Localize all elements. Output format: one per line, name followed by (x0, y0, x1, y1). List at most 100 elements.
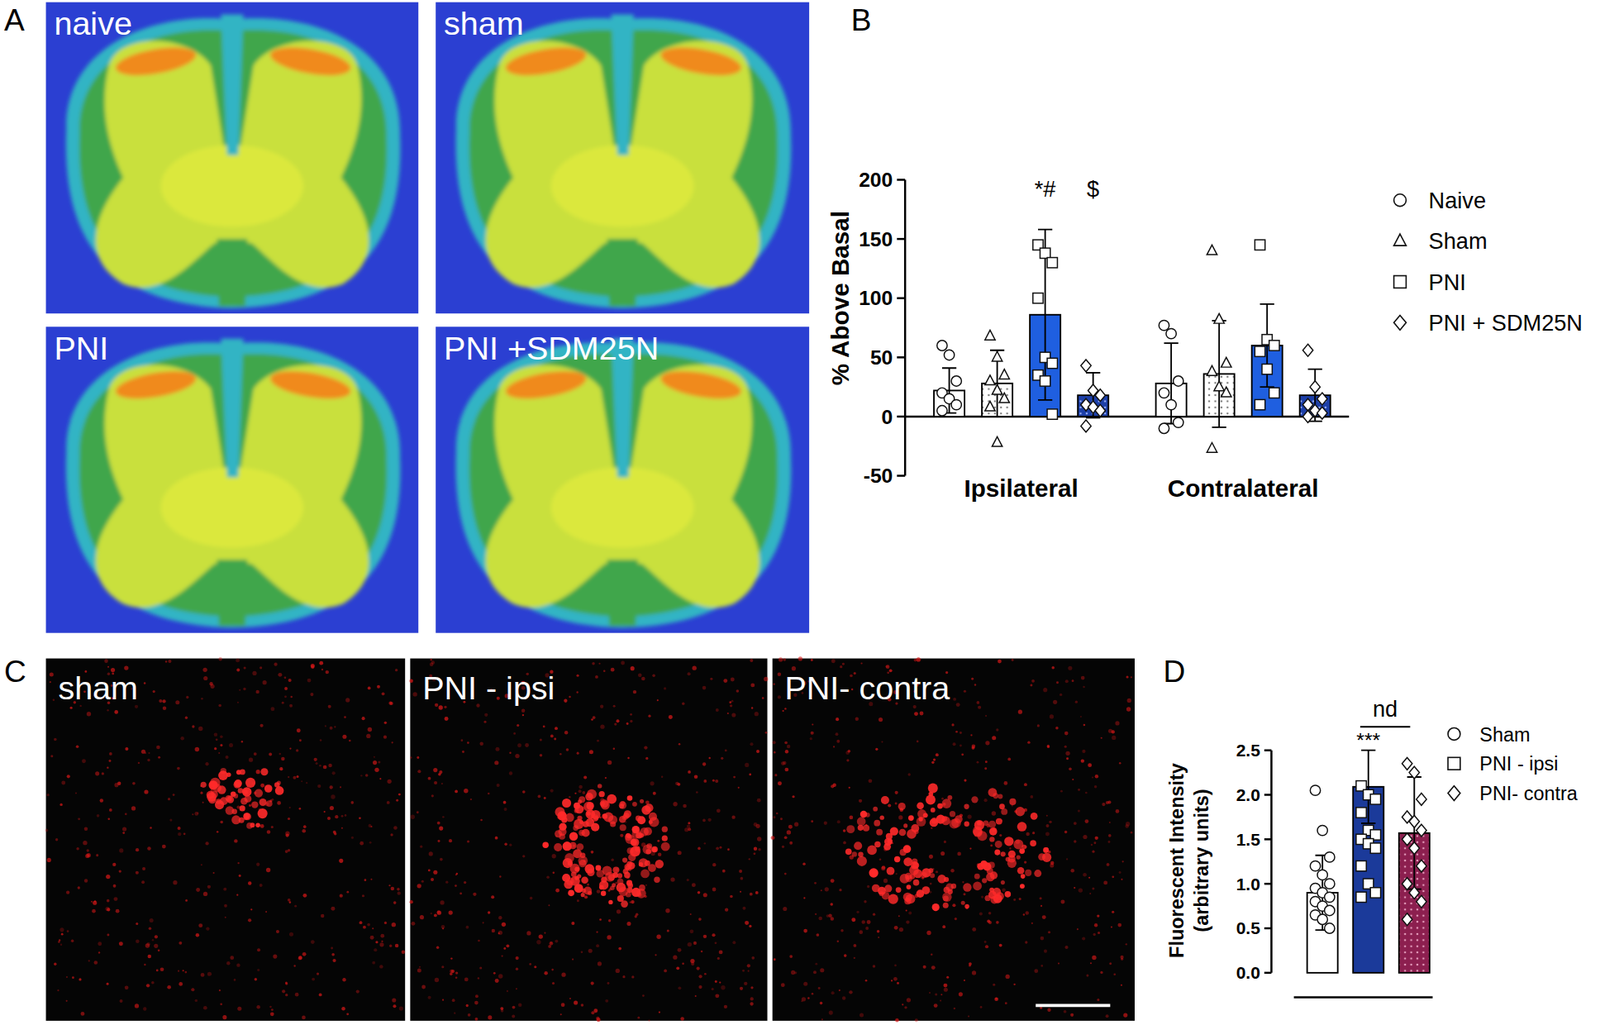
puncta (835, 732, 839, 736)
puncta (90, 900, 93, 903)
puncta (657, 699, 659, 701)
puncta (324, 724, 327, 727)
puncta (552, 981, 555, 985)
puncta (1071, 778, 1074, 781)
puncta (288, 678, 292, 682)
dorsal-horn (113, 366, 198, 405)
puncta (284, 695, 287, 698)
puncta (504, 842, 507, 845)
puncta (301, 1015, 306, 1020)
image-label: PNI (53, 329, 109, 367)
puncta (106, 982, 110, 986)
puncta (748, 773, 752, 777)
puncta (956, 702, 961, 707)
puncta (518, 1003, 522, 1007)
puncta (409, 678, 413, 682)
puncta (293, 964, 296, 967)
puncta (1019, 883, 1025, 889)
puncta (113, 884, 117, 888)
puncta (454, 884, 458, 887)
legend-marker (1447, 728, 1461, 741)
puncta (1008, 850, 1016, 858)
puncta (709, 677, 713, 681)
data-point (1409, 842, 1420, 855)
puncta (782, 657, 786, 662)
puncta (119, 869, 122, 872)
error-cap (942, 366, 957, 369)
puncta (112, 862, 116, 867)
puncta (985, 760, 988, 763)
data-point (1261, 363, 1272, 374)
puncta (953, 1007, 956, 1010)
puncta (206, 790, 215, 800)
puncta (899, 828, 907, 837)
legend-label: PNI- contra (1479, 782, 1578, 805)
puncta (1094, 923, 1098, 927)
puncta (1093, 933, 1096, 936)
puncta (439, 900, 444, 905)
puncta (643, 827, 653, 836)
puncta (950, 868, 955, 873)
puncta (846, 824, 855, 834)
puncta (1013, 898, 1016, 901)
puncta (539, 738, 543, 741)
puncta (228, 742, 234, 748)
puncta (995, 818, 1003, 825)
puncta (608, 900, 613, 905)
puncta (596, 739, 600, 743)
puncta (1111, 875, 1115, 878)
puncta (588, 948, 593, 953)
puncta (1064, 945, 1068, 949)
error-cap (1212, 426, 1227, 429)
plot-area (1307, 750, 1430, 973)
puncta (561, 1002, 566, 1007)
puncta (658, 1010, 661, 1013)
data-point (1214, 313, 1224, 324)
puncta (50, 754, 53, 758)
puncta (334, 814, 339, 819)
puncta (602, 813, 608, 819)
puncta (276, 800, 281, 805)
red-puncta (771, 656, 1134, 1022)
puncta (568, 695, 571, 698)
data-point (1269, 387, 1280, 398)
puncta (303, 824, 307, 829)
puncta (943, 987, 948, 992)
puncta (255, 822, 261, 828)
puncta (855, 717, 859, 721)
puncta (908, 814, 915, 821)
puncta (708, 818, 712, 822)
puncta (974, 683, 977, 686)
puncta (484, 713, 488, 717)
puncta (463, 788, 468, 793)
puncta (1120, 984, 1123, 986)
puncta (1063, 1009, 1067, 1014)
puncta (157, 756, 161, 759)
puncta (259, 723, 263, 728)
puncta (203, 1005, 208, 1010)
puncta (1066, 857, 1068, 860)
puncta (417, 968, 422, 973)
puncta (596, 889, 601, 894)
puncta (676, 966, 680, 970)
puncta (661, 776, 663, 778)
data-point (1095, 404, 1105, 417)
heatmap-image: sham (435, 2, 810, 315)
puncta (910, 861, 920, 870)
chart-b: -50050100150200% Above BasalIpsilateralC… (826, 168, 1583, 502)
puncta (711, 987, 715, 991)
puncta (630, 838, 639, 847)
puncta (47, 857, 52, 862)
puncta (237, 861, 239, 864)
puncta (236, 894, 239, 896)
puncta (455, 976, 458, 979)
puncta (1108, 833, 1112, 838)
puncta (1000, 851, 1006, 857)
puncta (389, 944, 392, 948)
puncta (289, 704, 293, 708)
data-point (1409, 814, 1420, 828)
data-point (1317, 914, 1328, 924)
puncta (851, 917, 856, 922)
puncta (152, 690, 156, 693)
puncta (396, 887, 400, 891)
